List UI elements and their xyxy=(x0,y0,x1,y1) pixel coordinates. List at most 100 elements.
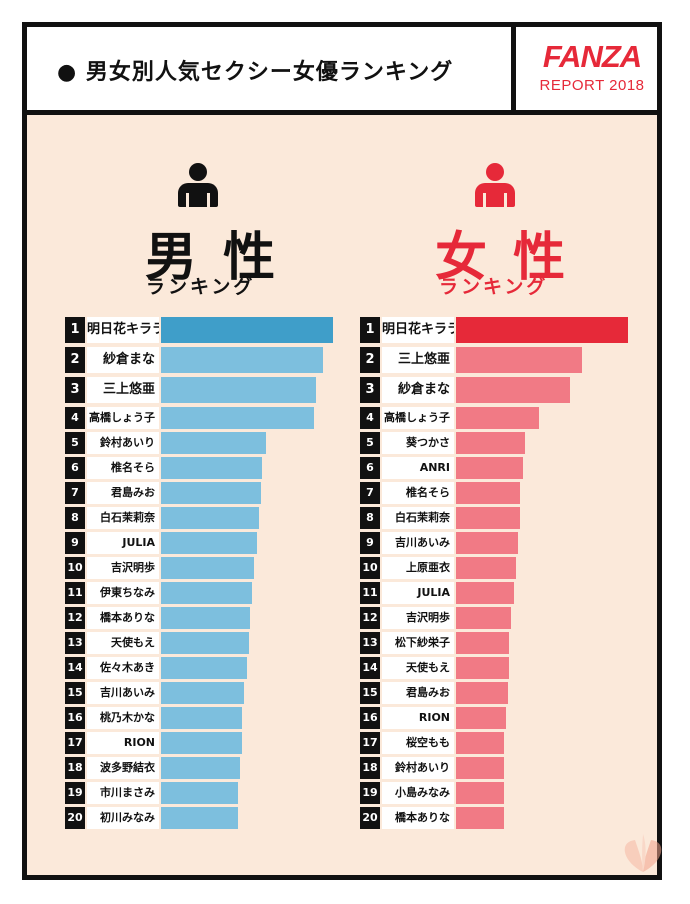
male-section-subtitle: ランキング xyxy=(146,276,256,298)
female-actress-name: 橋本ありな xyxy=(382,807,454,829)
male-actress-name: 明日花キララ xyxy=(87,317,159,343)
male-actress-name: 白石茉莉奈 xyxy=(87,507,159,529)
male-actress-name: JULIA xyxy=(87,532,159,554)
page-title: ● 男女別人気セクシー女優ランキング xyxy=(57,60,454,85)
flower-watermark-icon xyxy=(624,834,662,872)
male-bar xyxy=(161,557,254,579)
female-rank-number: 13 xyxy=(360,632,380,654)
female-rank-number: 10 xyxy=(360,557,380,579)
female-bar xyxy=(456,557,516,579)
female-actress-name: 小島みなみ xyxy=(382,782,454,804)
female-bar xyxy=(456,732,504,754)
female-actress-name: 上原亜衣 xyxy=(382,557,454,579)
female-actress-name: RION xyxy=(382,707,454,729)
male-bar xyxy=(161,507,259,529)
female-rank-number: 1 xyxy=(360,317,380,343)
female-actress-name: 松下紗栄子 xyxy=(382,632,454,654)
male-rank-number: 7 xyxy=(65,482,85,504)
male-bar xyxy=(161,657,247,679)
male-actress-name: 紗倉まな xyxy=(87,347,159,373)
female-actress-name: 三上悠亜 xyxy=(382,347,454,373)
male-rank-number: 1 xyxy=(65,317,85,343)
female-bar xyxy=(456,317,628,343)
female-bar xyxy=(456,532,518,554)
male-bar xyxy=(161,407,314,429)
female-bar xyxy=(456,707,506,729)
male-bar xyxy=(161,482,261,504)
female-bar xyxy=(456,582,514,604)
female-bar xyxy=(456,482,520,504)
male-actress-name: 三上悠亜 xyxy=(87,377,159,403)
female-rank-number: 7 xyxy=(360,482,380,504)
female-person-icon xyxy=(472,163,518,207)
female-rank-number: 19 xyxy=(360,782,380,804)
female-rank-number: 15 xyxy=(360,682,380,704)
female-section-title: 女 性 xyxy=(435,228,570,288)
male-rank-number: 17 xyxy=(65,732,85,754)
male-bar xyxy=(161,347,323,373)
female-rank-number: 8 xyxy=(360,507,380,529)
female-rank-number: 5 xyxy=(360,432,380,454)
female-bar xyxy=(456,407,539,429)
male-rank-number: 2 xyxy=(65,347,85,373)
male-actress-name: 天使もえ xyxy=(87,632,159,654)
female-bar xyxy=(456,807,504,829)
female-actress-name: 吉沢明歩 xyxy=(382,607,454,629)
male-actress-name: 吉川あいみ xyxy=(87,682,159,704)
male-rank-number: 4 xyxy=(65,407,85,429)
female-rank-number: 18 xyxy=(360,757,380,779)
female-bar xyxy=(456,782,504,804)
female-bar xyxy=(456,657,509,679)
female-rank-number: 6 xyxy=(360,457,380,479)
female-actress-name: 白石茉莉奈 xyxy=(382,507,454,529)
female-actress-name: 葵つかさ xyxy=(382,432,454,454)
female-bar xyxy=(456,507,520,529)
male-bar xyxy=(161,532,257,554)
male-actress-name: RION xyxy=(87,732,159,754)
female-bar xyxy=(456,347,582,373)
infographic-frame: ● 男女別人気セクシー女優ランキング FANZA REPORT 2018 男 性… xyxy=(22,22,662,880)
male-bar xyxy=(161,782,238,804)
male-bar xyxy=(161,732,242,754)
female-bar xyxy=(456,432,525,454)
male-bar xyxy=(161,582,252,604)
female-section-subtitle: ランキング xyxy=(439,276,549,298)
female-actress-name: 桜空もも xyxy=(382,732,454,754)
report-year: REPORT 2018 xyxy=(539,77,645,94)
female-rank-number: 11 xyxy=(360,582,380,604)
male-rank-number: 6 xyxy=(65,457,85,479)
male-actress-name: 市川まさみ xyxy=(87,782,159,804)
male-rank-number: 16 xyxy=(65,707,85,729)
female-actress-name: 紗倉まな xyxy=(382,377,454,403)
male-person-icon xyxy=(175,163,221,207)
male-bar xyxy=(161,757,240,779)
female-bar xyxy=(456,682,508,704)
male-rank-number: 19 xyxy=(65,782,85,804)
female-rank-number: 4 xyxy=(360,407,380,429)
female-rank-number: 16 xyxy=(360,707,380,729)
male-actress-name: 初川みなみ xyxy=(87,807,159,829)
male-bar xyxy=(161,607,250,629)
female-actress-name: 天使もえ xyxy=(382,657,454,679)
male-bar xyxy=(161,632,249,654)
male-bar xyxy=(161,807,238,829)
female-bar xyxy=(456,607,511,629)
male-rank-number: 20 xyxy=(65,807,85,829)
female-rank-number: 2 xyxy=(360,347,380,373)
female-actress-name: 鈴村あいり xyxy=(382,757,454,779)
female-bar xyxy=(456,377,570,403)
male-bar xyxy=(161,317,333,343)
male-actress-name: 吉沢明歩 xyxy=(87,557,159,579)
header: ● 男女別人気セクシー女優ランキング FANZA REPORT 2018 xyxy=(27,27,657,115)
female-rank-number: 14 xyxy=(360,657,380,679)
male-bar xyxy=(161,682,244,704)
male-actress-name: 佐々木あき xyxy=(87,657,159,679)
female-rank-number: 9 xyxy=(360,532,380,554)
male-rank-number: 3 xyxy=(65,377,85,403)
female-bar xyxy=(456,757,504,779)
fanza-logo: FANZA xyxy=(542,39,642,74)
male-rank-number: 9 xyxy=(65,532,85,554)
male-actress-name: 君島みお xyxy=(87,482,159,504)
male-actress-name: 橋本ありな xyxy=(87,607,159,629)
female-actress-name: 明日花キララ xyxy=(382,317,454,343)
